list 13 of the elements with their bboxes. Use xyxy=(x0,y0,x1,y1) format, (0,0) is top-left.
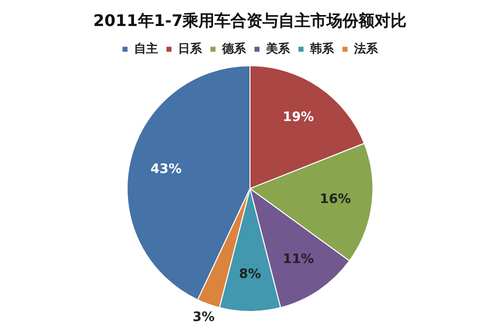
legend-label: 法系 xyxy=(353,41,379,56)
legend-label: 德系 xyxy=(221,41,247,56)
legend-label: 自主 xyxy=(134,41,158,56)
legend-label: 美系 xyxy=(265,41,291,56)
data-label: 43% xyxy=(150,162,182,178)
data-label: 8% xyxy=(238,267,262,282)
data-label: 16% xyxy=(320,192,351,207)
data-label: 11% xyxy=(282,252,314,268)
chart-title: 2011年1-7乘用车合资与自主市场份额对比 xyxy=(93,10,407,30)
data-label: 19% xyxy=(282,110,314,125)
data-label: 3% xyxy=(192,310,215,325)
legend-label: 韩系 xyxy=(309,41,335,56)
legend-label: 日系 xyxy=(178,41,203,56)
